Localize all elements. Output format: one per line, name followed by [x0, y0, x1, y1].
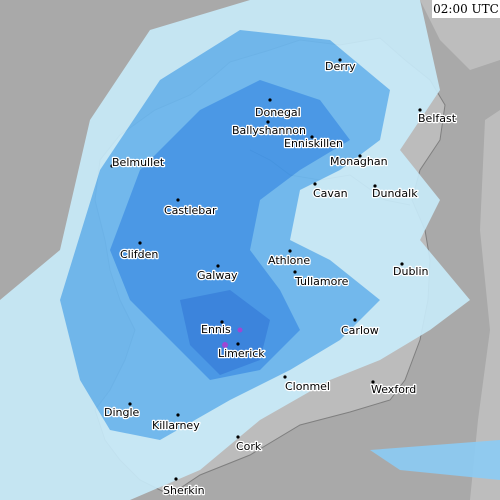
place-dot — [338, 58, 342, 62]
place-label: Dublin — [393, 265, 429, 278]
place-label: Castlebar — [164, 204, 217, 217]
place-dot — [358, 154, 362, 158]
place-dot — [371, 380, 375, 384]
place-dot — [138, 241, 142, 245]
timestamp: 02:00 UTC — [433, 2, 499, 16]
rain-peak — [222, 342, 228, 348]
rain-moderate — [370, 440, 500, 480]
place-label: Dundalk — [372, 187, 418, 200]
rain-peak — [237, 327, 243, 333]
place-label: Cavan — [313, 187, 348, 200]
place-dot — [293, 270, 297, 274]
place-dot — [400, 262, 404, 266]
place-label: Wexford — [371, 383, 416, 396]
place-label: Killarney — [152, 419, 200, 432]
place-dot — [268, 98, 272, 102]
place-dot — [128, 402, 132, 406]
place-label: Tullamore — [294, 275, 349, 288]
place-dot — [176, 413, 180, 417]
place-dot — [373, 184, 377, 188]
place-dot — [418, 108, 422, 112]
place-label: Clonmel — [285, 380, 330, 393]
place-label: Belfast — [418, 112, 457, 125]
place-dot — [220, 320, 224, 324]
place-label: Sherkin — [163, 484, 205, 497]
place-dot — [310, 135, 314, 139]
place-label: Derry — [325, 60, 356, 73]
place-label: Galway — [197, 269, 238, 282]
place-dot — [216, 264, 220, 268]
place-label: Limerick — [218, 347, 265, 360]
place-dot — [288, 249, 292, 253]
place-dot — [283, 375, 287, 379]
places: Derry Belfast Donegal BallyshannonEnniskill… — [103, 58, 458, 498]
place-label: Carlow — [341, 324, 379, 337]
place-label: Dingle — [104, 406, 140, 419]
place-dot — [176, 198, 180, 202]
place-dot — [236, 435, 240, 439]
place-label: Belmullet — [112, 156, 165, 169]
place-label: Ballyshannon — [232, 124, 306, 137]
place-label: Cork — [236, 440, 262, 453]
place-dot — [313, 182, 317, 186]
rain-heavy — [110, 80, 350, 380]
place-dot — [266, 120, 270, 124]
place-label: Ennis — [201, 323, 231, 336]
place-dot — [174, 477, 178, 481]
rain-intense — [180, 290, 270, 375]
place-label: Enniskillen — [284, 137, 343, 150]
britain — [470, 110, 500, 500]
place-label: Monaghan — [330, 155, 388, 168]
place-label: Athlone — [268, 254, 310, 267]
place-label: Donegal — [255, 106, 301, 119]
timestamp-box — [432, 0, 500, 18]
place-label: Clifden — [120, 248, 158, 261]
place-dot — [236, 342, 240, 346]
place-dot — [110, 164, 114, 168]
place-dot — [353, 318, 357, 322]
